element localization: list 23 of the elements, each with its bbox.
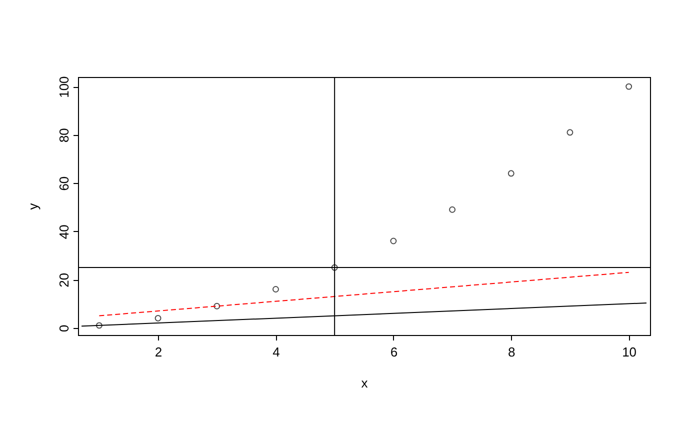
point (214, 302, 220, 310)
point (154, 314, 162, 322)
point (449, 206, 456, 213)
y-tick-label: 60 (56, 176, 72, 191)
y-tick-label: 20 (56, 272, 72, 288)
point (390, 238, 397, 244)
x-axis-title: x (361, 376, 368, 390)
y-tick-label: 0 (56, 324, 72, 332)
point (272, 286, 279, 292)
point (626, 83, 632, 90)
y-axis-title: y (26, 202, 40, 210)
x-tick-label: 10 (622, 344, 637, 360)
x-tick-label: 8 (508, 344, 516, 360)
x-tick-label: 6 (390, 344, 398, 360)
point (331, 264, 338, 271)
point (566, 129, 574, 136)
y-tick-label: 100 (56, 76, 72, 98)
y-tick-label: 40 (56, 224, 72, 240)
point (508, 170, 514, 177)
y-tick-label: 80 (56, 128, 72, 143)
x-tick-label: 4 (272, 344, 280, 360)
point (96, 322, 102, 329)
x-tick-label: 2 (154, 344, 162, 360)
